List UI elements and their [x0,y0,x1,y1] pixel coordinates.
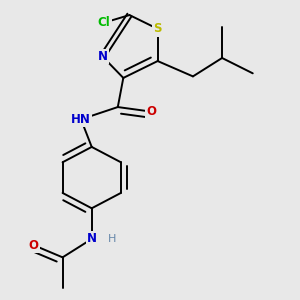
Text: H: H [107,234,116,244]
Text: Cl: Cl [98,16,110,29]
Text: S: S [153,22,162,35]
Text: O: O [28,238,38,252]
Text: O: O [146,105,157,118]
Text: N: N [87,232,97,245]
Text: HN: HN [71,113,91,126]
Text: N: N [98,50,107,63]
Text: H: H [106,232,115,245]
